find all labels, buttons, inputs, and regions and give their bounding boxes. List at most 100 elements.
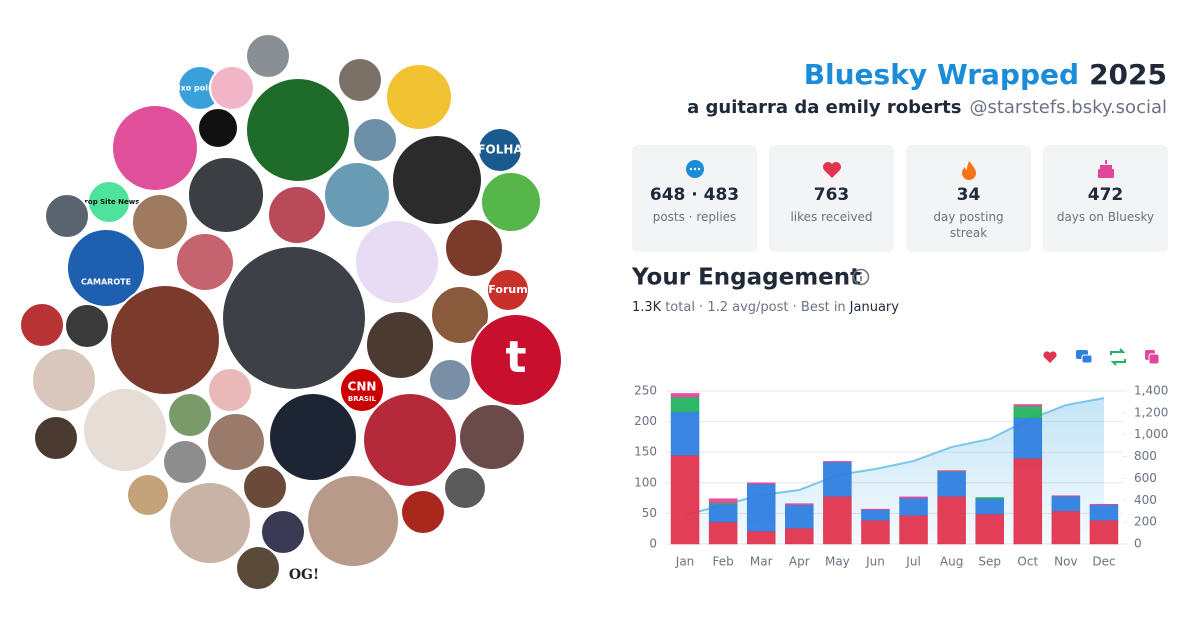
- bar-segment[interactable]: [708, 503, 738, 523]
- avatar[interactable]: [126, 473, 170, 517]
- bar-segment[interactable]: [785, 504, 814, 529]
- avatar[interactable]: [428, 358, 472, 402]
- avatar[interactable]: [33, 415, 79, 461]
- bar-segment[interactable]: [1089, 504, 1119, 521]
- bar-segment[interactable]: [899, 497, 928, 516]
- bar-segment[interactable]: [823, 461, 852, 497]
- avatar[interactable]: [206, 412, 266, 472]
- legend-reposts[interactable]: [1110, 348, 1126, 366]
- avatar[interactable]: [362, 392, 458, 488]
- avatar[interactable]: [175, 232, 235, 292]
- avatar[interactable]: [352, 117, 398, 163]
- bar-segment[interactable]: [823, 496, 852, 545]
- bar-segment[interactable]: [861, 519, 890, 545]
- avatar[interactable]: [323, 161, 391, 229]
- best-month: January: [849, 300, 900, 315]
- avatar[interactable]: [168, 481, 252, 565]
- avatar[interactable]: [477, 127, 523, 173]
- bar-segment[interactable]: [861, 508, 890, 510]
- avatar-logo-text: BRASIL: [348, 395, 377, 403]
- avatar[interactable]: [221, 245, 367, 391]
- avatar[interactable]: [400, 489, 446, 535]
- bar-segment[interactable]: [975, 498, 1004, 515]
- avatar[interactable]: [64, 303, 110, 349]
- avatar[interactable]: [430, 285, 490, 345]
- bar-segment[interactable]: [746, 482, 776, 485]
- avatar[interactable]: [385, 63, 453, 131]
- avatar[interactable]: [365, 310, 435, 380]
- legend-replies[interactable]: [1076, 350, 1093, 364]
- avatar[interactable]: [19, 302, 65, 348]
- bar-segment[interactable]: [1013, 458, 1043, 545]
- avatar[interactable]: [209, 65, 255, 111]
- avatar[interactable]: [480, 171, 542, 233]
- avatar[interactable]: [339, 367, 385, 413]
- avatar[interactable]: [337, 57, 383, 103]
- avatar[interactable]: [242, 464, 288, 510]
- avatar[interactable]: [444, 218, 504, 278]
- y2-tick-label: 1,000: [1134, 427, 1168, 441]
- avatar[interactable]: [187, 156, 265, 234]
- avatar[interactable]: [306, 474, 400, 568]
- bar-segment[interactable]: [1013, 406, 1043, 419]
- bar-segment[interactable]: [1051, 495, 1081, 497]
- avatar[interactable]: [267, 185, 327, 245]
- bar-segment[interactable]: [1089, 519, 1119, 545]
- legend-quotes[interactable]: [1145, 350, 1160, 365]
- handle[interactable]: @starstefs.bsky.social: [969, 97, 1167, 118]
- avatar[interactable]: [31, 347, 97, 413]
- avatar[interactable]: [207, 367, 253, 413]
- bar-segment[interactable]: [1013, 404, 1043, 407]
- legend: [1043, 348, 1160, 366]
- avatar[interactable]: [109, 284, 221, 396]
- bar-segment[interactable]: [1013, 417, 1043, 459]
- bar-segment[interactable]: [708, 521, 738, 545]
- bar-segment[interactable]: [823, 461, 852, 463]
- avatar[interactable]: [235, 545, 281, 591]
- avatar[interactable]: [131, 193, 189, 251]
- bar-segment[interactable]: [937, 470, 966, 472]
- bar-segment[interactable]: [899, 514, 928, 545]
- bar-segment[interactable]: [975, 513, 1004, 545]
- avatar[interactable]: [391, 134, 483, 226]
- avatar[interactable]: [469, 313, 563, 407]
- avatar[interactable]: [245, 77, 351, 183]
- bar-segment[interactable]: [670, 396, 700, 413]
- avatar[interactable]: [82, 387, 168, 473]
- avatar[interactable]: [87, 180, 131, 224]
- avatar[interactable]: [260, 509, 306, 555]
- bar-segment[interactable]: [670, 411, 700, 456]
- bar-segment[interactable]: [937, 496, 966, 545]
- avatar[interactable]: [443, 466, 487, 510]
- bar-segment[interactable]: [785, 527, 814, 545]
- x-tick-label: Sep: [978, 555, 1001, 569]
- avatar[interactable]: [354, 219, 440, 305]
- avatar[interactable]: [44, 193, 90, 239]
- avatar[interactable]: [486, 268, 530, 312]
- bar-segment[interactable]: [670, 393, 700, 398]
- avatar[interactable]: [66, 228, 146, 308]
- bar-segment[interactable]: [975, 497, 1004, 499]
- avatar[interactable]: [162, 439, 208, 485]
- info-icon[interactable]: [852, 268, 870, 286]
- bar-segment[interactable]: [1089, 503, 1119, 506]
- bar-segment[interactable]: [937, 471, 966, 497]
- y2-tick-label: 1,200: [1134, 405, 1168, 419]
- bar-segment[interactable]: [670, 455, 700, 545]
- bar-segment[interactable]: [708, 498, 738, 504]
- bar-segment[interactable]: [1051, 510, 1081, 545]
- bar-segment[interactable]: [746, 530, 776, 545]
- bar-segment[interactable]: [785, 503, 814, 506]
- bar-segment[interactable]: [899, 496, 928, 499]
- bar-segment[interactable]: [746, 483, 776, 532]
- legend-likes[interactable]: [1043, 351, 1057, 363]
- bar-segment[interactable]: [861, 509, 890, 521]
- avatar[interactable]: [111, 104, 199, 192]
- avatar[interactable]: [197, 107, 239, 149]
- bar-segment[interactable]: [1051, 496, 1081, 512]
- avatar[interactable]: [167, 392, 213, 438]
- avatar[interactable]: [268, 392, 358, 482]
- avatar[interactable]: [245, 33, 291, 79]
- avatar[interactable]: [458, 403, 526, 471]
